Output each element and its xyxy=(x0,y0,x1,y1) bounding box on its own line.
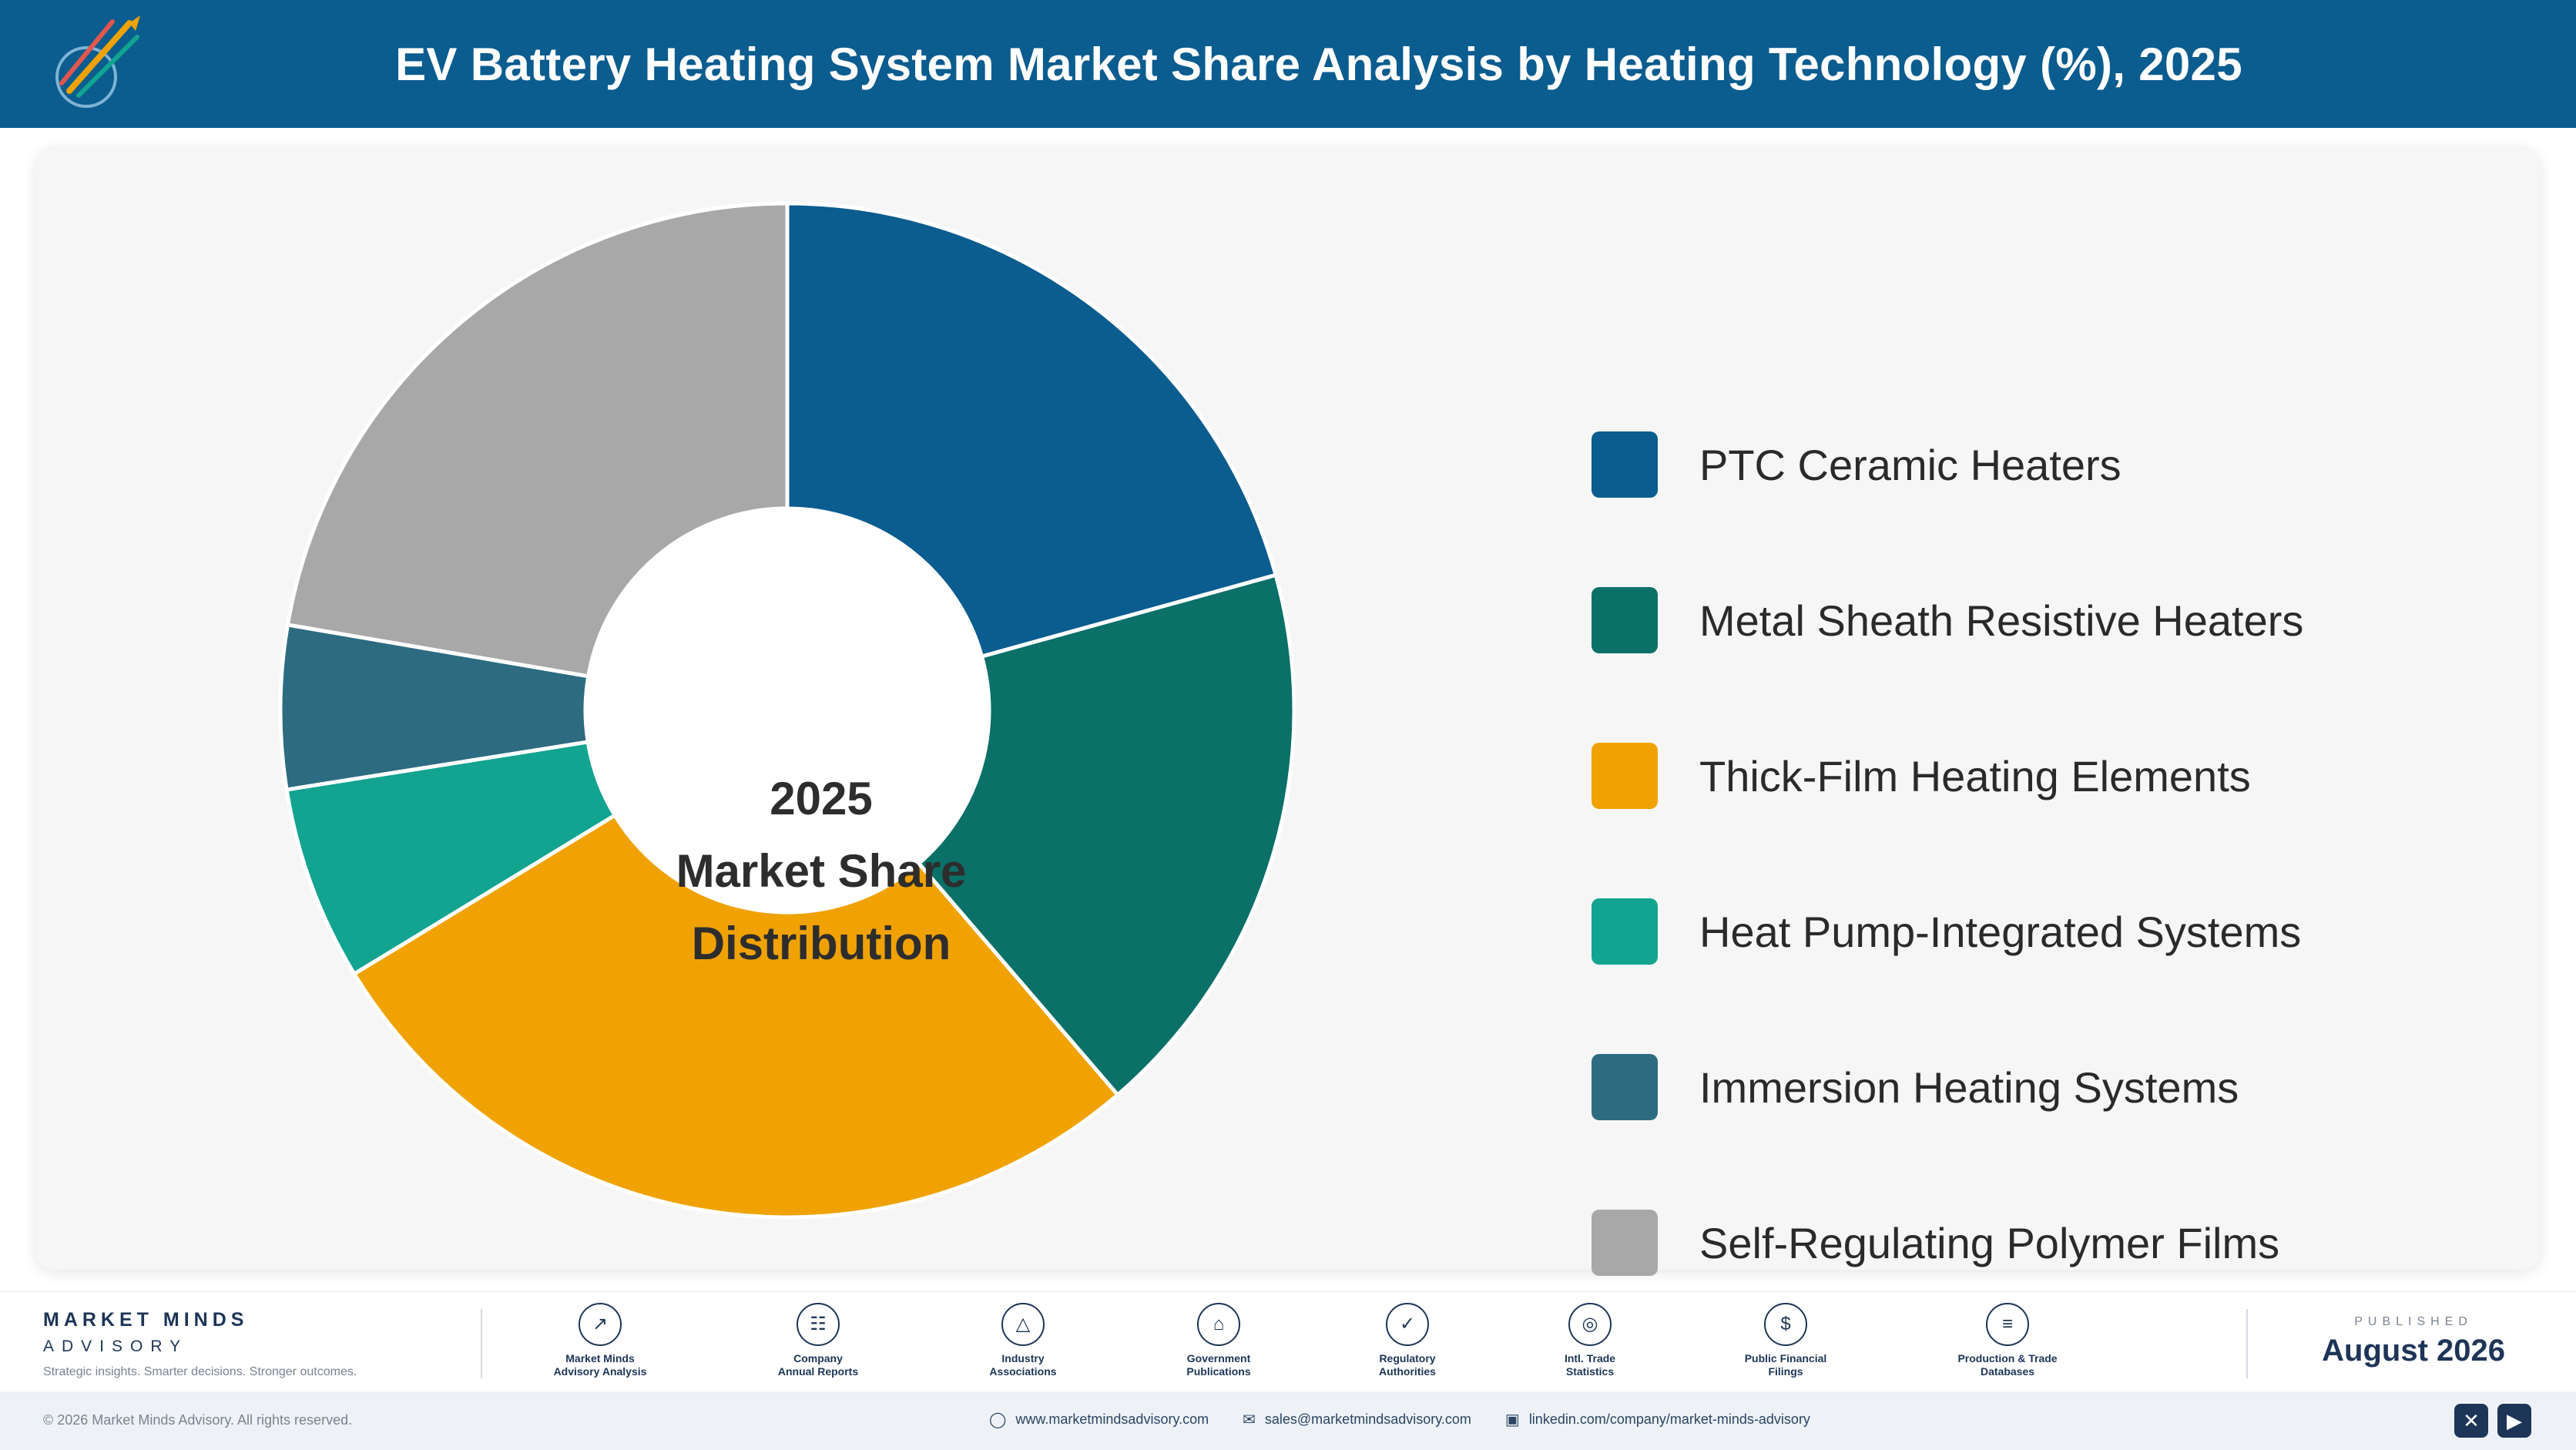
center-label-year: 2025 xyxy=(770,773,873,824)
website-link[interactable]: ◯ www.marketmindsadvisory.com xyxy=(989,1410,1209,1429)
globe-icon: ◎ xyxy=(1568,1303,1612,1346)
legend-item: Immersion Heating Systems xyxy=(1592,1054,2303,1120)
network-icon: △ xyxy=(1001,1303,1045,1346)
linkedin-text: linkedin.com/company/market-minds-adviso… xyxy=(1528,1411,1810,1427)
footer-brand: MARKET MINDS ADVISORY Strategic insights… xyxy=(43,1309,357,1379)
legend-label: Heat Pump-Integrated Systems xyxy=(1699,907,2302,956)
source-list: ↗ Market Minds Advisory Analysis ☷ Company … xyxy=(539,1303,2157,1388)
website-text: www.marketmindsadvisory.com xyxy=(1015,1411,1209,1427)
source-item: $ Public Financial Filings xyxy=(1716,1303,1855,1378)
source-item: ✓ Regulatory Authorities xyxy=(1338,1303,1477,1378)
donut-center-label: 2025 Market Share Distribution xyxy=(636,763,1006,980)
source-label: Regulatory Authorities xyxy=(1379,1352,1436,1378)
youtube-social-icon[interactable]: ▶ xyxy=(2497,1404,2531,1438)
legend-swatch xyxy=(1592,587,1658,653)
source-label: Production & Trade Databases xyxy=(1957,1352,2058,1378)
linkedin-link[interactable]: ▣ linkedin.com/company/market-minds-advi… xyxy=(1505,1410,1810,1429)
divider xyxy=(481,1309,482,1378)
center-label-line3: Distribution xyxy=(691,918,951,969)
legend-swatch xyxy=(1592,743,1658,809)
chart-legend: PTC Ceramic Heaters Metal Sheath Resistiv… xyxy=(1592,431,2303,1276)
legend-swatch xyxy=(1592,898,1658,965)
source-label: Public Financial Filings xyxy=(1744,1352,1827,1378)
source-item: ≡ Production & Trade Databases xyxy=(1938,1303,2077,1378)
source-label: Government Publications xyxy=(1186,1352,1251,1378)
legend-label: Immersion Heating Systems xyxy=(1699,1062,2239,1112)
trend-chart-icon: ↗ xyxy=(579,1303,622,1346)
legend-item: PTC Ceramic Heaters xyxy=(1592,431,2303,498)
source-item: △ Industry Associations xyxy=(954,1303,1092,1378)
legend-item: Thick-Film Heating Elements xyxy=(1592,743,2303,809)
brand-name: MARKET MINDS xyxy=(43,1309,249,1331)
legend-item: Self-Regulating Polymer Films xyxy=(1592,1210,2303,1276)
email-link[interactable]: ✉ sales@marketmindsadvisory.com xyxy=(1243,1410,1471,1429)
footer-contact-bar: © 2026 Market Minds Advisory. All rights… xyxy=(0,1391,2576,1450)
divider xyxy=(2246,1309,2248,1378)
x-social-icon[interactable]: ✕ xyxy=(2454,1404,2488,1438)
currency-icon: $ xyxy=(1764,1303,1807,1346)
pie-slice-polymer-film xyxy=(285,201,790,679)
source-item: ☷ Company Annual Reports xyxy=(749,1303,887,1378)
legend-label: Self-Regulating Polymer Films xyxy=(1699,1218,2280,1267)
donut-chart xyxy=(278,201,1296,1220)
source-label: Intl. Trade Statistics xyxy=(1564,1352,1616,1378)
legend-item: Heat Pump-Integrated Systems xyxy=(1592,898,2303,965)
copyright-text: © 2026 Market Minds Advisory. All rights… xyxy=(43,1412,353,1428)
email-text: sales@marketmindsadvisory.com xyxy=(1264,1411,1471,1427)
legend-swatch xyxy=(1592,1054,1658,1120)
page-title: EV Battery Heating System Market Share A… xyxy=(395,38,2242,90)
company-logo xyxy=(55,15,140,108)
source-item: ⌂ Government Publications xyxy=(1149,1303,1288,1378)
shield-check-icon: ✓ xyxy=(1386,1303,1429,1346)
footer-sources-bar: MARKET MINDS ADVISORY Strategic insights… xyxy=(0,1291,2576,1392)
source-label: Industry Associations xyxy=(989,1352,1057,1378)
published-label: PUBLISHED xyxy=(2354,1315,2473,1328)
donut-hole xyxy=(585,509,989,912)
mail-icon: ✉ xyxy=(1243,1411,1256,1428)
chart-card: 2025 Market Share Distribution PTC Ceram… xyxy=(35,146,2541,1276)
published-date: August 2026 xyxy=(2322,1334,2505,1368)
brand-subtitle: ADVISORY xyxy=(43,1338,189,1355)
source-item: ◎ Intl. Trade Statistics xyxy=(1521,1303,1659,1378)
source-label: Market Minds Advisory Analysis xyxy=(553,1352,647,1378)
source-label: Company Annual Reports xyxy=(777,1352,859,1378)
legend-swatch xyxy=(1592,431,1658,498)
globe-icon: ◯ xyxy=(989,1411,1007,1428)
document-icon: ☷ xyxy=(797,1303,840,1346)
legend-label: Metal Sheath Resistive Heaters xyxy=(1699,596,2304,645)
legend-swatch xyxy=(1592,1210,1658,1276)
published-block: PUBLISHED August 2026 xyxy=(2322,1315,2505,1368)
brand-tagline: Strategic insights. Smarter decisions. S… xyxy=(43,1365,357,1378)
legend-label: PTC Ceramic Heaters xyxy=(1699,440,2122,489)
center-label-line2: Market Share xyxy=(676,845,967,897)
legend-label: Thick-Film Heating Elements xyxy=(1699,751,2251,801)
government-building-icon: ⌂ xyxy=(1197,1303,1240,1346)
database-icon: ≡ xyxy=(1986,1303,2029,1346)
contact-links: ◯ www.marketmindsadvisory.com ✉ sales@ma… xyxy=(989,1410,1844,1429)
source-item: ↗ Market Minds Advisory Analysis xyxy=(531,1303,669,1378)
linkedin-icon: ▣ xyxy=(1504,1411,1520,1428)
legend-item: Metal Sheath Resistive Heaters xyxy=(1592,587,2303,653)
header-bar: EV Battery Heating System Market Share A… xyxy=(0,0,2576,128)
